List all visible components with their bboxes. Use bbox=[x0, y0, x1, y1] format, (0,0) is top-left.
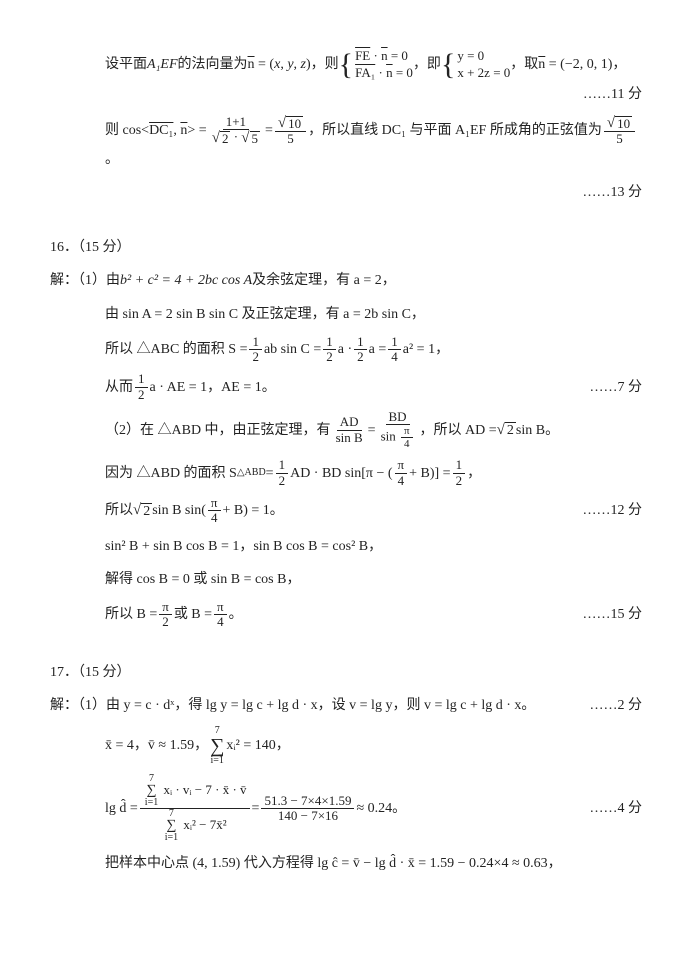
pi4c: π4 bbox=[214, 600, 227, 630]
t: 所以 B = bbox=[105, 602, 157, 627]
p16-head: 16．（15 分） bbox=[50, 235, 642, 260]
t: 。 bbox=[105, 147, 119, 172]
n-vec-sym: n bbox=[248, 57, 255, 72]
frac2: √10 5 bbox=[275, 115, 306, 147]
half4: 12 bbox=[135, 372, 148, 402]
system2: { y = 0 x + 2z = 0 bbox=[441, 48, 510, 82]
t: 解：（1）由 bbox=[50, 268, 120, 293]
t: xᵢ² = 140， bbox=[226, 733, 289, 758]
t: 。 bbox=[229, 602, 243, 627]
frac1: 1+1 √2 · √5 bbox=[209, 115, 263, 147]
score-7: ……7 分 bbox=[570, 375, 643, 400]
t: ，即 bbox=[413, 52, 441, 77]
system1: { FE · n = 0 FA₁ · n = 0 bbox=[339, 48, 413, 82]
quarter: 14 bbox=[388, 335, 401, 365]
pi2: π2 bbox=[159, 600, 172, 630]
t: 及余弦定理，有 a = 2， bbox=[252, 268, 396, 293]
t: 则 cos< bbox=[105, 118, 149, 143]
score-12: ……12 分 bbox=[563, 498, 643, 523]
p16-l1: 解：（1）由 b² + c² = 4 + 2bc cos A 及余弦定理，有 a… bbox=[50, 268, 642, 293]
half1: 12 bbox=[249, 335, 262, 365]
sub: △ABD bbox=[237, 464, 266, 482]
p15-line1: 设平面 A₁EF 的法向量为 n = (x, y, z) ，则 { FE · n… bbox=[50, 48, 642, 107]
fracBD: BD sin π4 bbox=[378, 410, 418, 450]
p16-l6: 因为 △ABD 的面积 S △ABD = 12 AD · BD sin[π − … bbox=[50, 458, 642, 488]
score-15: ……15 分 bbox=[563, 602, 643, 627]
p17-l3: lg d̂ = 7∑i=1 xᵢ · vᵢ − 7 · x̄ · v̄ 7∑i=… bbox=[50, 774, 642, 843]
sqrt2a: √2 bbox=[497, 417, 516, 444]
t: ab sin C = bbox=[264, 337, 321, 362]
t: + B) = 1。 bbox=[223, 498, 284, 523]
p16-l8: sin² B + sin B cos B = 1，sin B cos B = c… bbox=[50, 534, 642, 559]
t: （2）在 △ABD 中，由正弦定理，有 bbox=[105, 418, 331, 443]
comma: ， bbox=[467, 461, 481, 486]
t: 所以 △ABC 的面积 S = bbox=[105, 337, 247, 362]
t: x̄ = 4，v̄ ≈ 1.59， bbox=[105, 733, 208, 758]
p16-l10: 所以 B = π2 或 B = π4 。 ……15 分 bbox=[50, 600, 642, 630]
t: a · bbox=[338, 337, 352, 362]
eq: b² + c² = 4 + 2bc cos A bbox=[120, 268, 252, 293]
pi4a: π4 bbox=[395, 458, 408, 488]
numfrac: 51.3 − 7×4×1.59 140 − 7×16 bbox=[261, 794, 354, 824]
score-13: ……13 分 bbox=[563, 180, 643, 205]
t: + B)] = bbox=[409, 461, 450, 486]
t: , n> = bbox=[173, 118, 206, 143]
half2: 12 bbox=[323, 335, 336, 365]
p17-head: 17．（15 分） bbox=[50, 660, 642, 685]
t: 设平面 bbox=[105, 52, 147, 77]
half3: 12 bbox=[354, 335, 367, 365]
t: 或 B = bbox=[174, 602, 212, 627]
t: ， bbox=[612, 52, 626, 77]
bigfrac: 7∑i=1 xᵢ · vᵢ − 7 · x̄ · v̄ 7∑i=1 xᵢ² − … bbox=[140, 774, 250, 843]
t: 解：（1）由 y = c · dˣ，得 lg y = lg c + lg d ·… bbox=[50, 693, 535, 718]
t: sin B sin( bbox=[152, 498, 206, 523]
score-11: ……11 分 bbox=[563, 82, 642, 107]
pi4b: π4 bbox=[208, 496, 221, 526]
t: sin B。 bbox=[516, 418, 559, 443]
t: ，所以 AD = bbox=[420, 418, 497, 443]
n-take: n = (−2, 0, 1) bbox=[538, 52, 612, 77]
t: a = bbox=[369, 337, 387, 362]
sum-icon: 7 ∑ i=1 bbox=[210, 726, 224, 766]
p16-l3: 所以 △ABC 的面积 S = 12 ab sin C = 12 a · 12 … bbox=[50, 335, 642, 365]
t: ≈ 0.24。 bbox=[356, 796, 406, 821]
sqrt2b: √2 bbox=[133, 497, 152, 524]
p16-l9: 解得 cos B = 0 或 sin B = cos B， bbox=[50, 567, 642, 592]
eq: = bbox=[265, 118, 273, 143]
p16-l4: 从而 12 a · AE = 1，AE = 1。 ……7 分 bbox=[50, 372, 642, 402]
t: 从而 bbox=[105, 375, 133, 400]
t: a · AE = 1，AE = 1。 bbox=[150, 375, 276, 400]
p17-l2: x̄ = 4，v̄ ≈ 1.59， 7 ∑ i=1 xᵢ² = 140， bbox=[50, 726, 642, 766]
p16-l2: 由 sin A = 2 sin B sin C 及正弦定理，有 a = 2b s… bbox=[50, 302, 642, 327]
t: ，则 bbox=[311, 52, 339, 77]
half6: 12 bbox=[453, 458, 466, 488]
p16-l5: （2）在 △ABD 中，由正弦定理，有 ADsin B = BD sin π4 … bbox=[50, 410, 642, 450]
t: ，所以直线 DC₁ 与平面 A₁EF 所成角的正弦值为 bbox=[308, 118, 602, 143]
nvec: n = (x, y, z) bbox=[248, 52, 311, 77]
p16-l7: 所以 √2 sin B sin( π4 + B) = 1。 ……12 分 bbox=[50, 496, 642, 526]
t: = bbox=[266, 461, 274, 486]
fracAD: ADsin B bbox=[333, 415, 366, 445]
t: 因为 △ABD 的面积 S bbox=[105, 461, 237, 486]
plane: A₁EF bbox=[147, 52, 178, 77]
score-4: ……4 分 bbox=[570, 796, 643, 821]
eq: = bbox=[368, 418, 376, 443]
t: ，取 bbox=[510, 52, 538, 77]
t: = bbox=[252, 796, 260, 821]
p17-l1: 解：（1）由 y = c · dˣ，得 lg y = lg c + lg d ·… bbox=[50, 693, 642, 718]
score-2: ……2 分 bbox=[570, 693, 643, 718]
t: a² = 1， bbox=[403, 337, 449, 362]
half5: 12 bbox=[276, 458, 289, 488]
p17-l4: 把样本中心点 (4, 1.59) 代入方程得 lg ĉ = v̄ − lg d̂… bbox=[50, 851, 642, 876]
t: lg d̂ = bbox=[105, 796, 138, 821]
t: AD · BD sin[π − ( bbox=[290, 461, 392, 486]
t: 所以 bbox=[105, 498, 133, 523]
frac3: √10 5 bbox=[604, 115, 635, 147]
p15-line2: 则 cos< DC₁ , n> = 1+1 √2 · √5 = √10 5 ，所… bbox=[50, 115, 642, 172]
t: 的法向量为 bbox=[178, 52, 248, 77]
dc1: DC₁ bbox=[149, 118, 173, 143]
p15-score13: ……13 分 bbox=[50, 180, 642, 205]
